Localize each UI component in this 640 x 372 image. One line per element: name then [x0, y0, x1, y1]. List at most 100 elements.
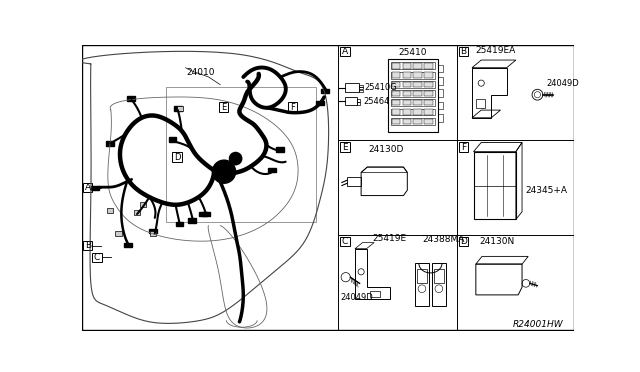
- Bar: [177, 106, 183, 111]
- Bar: [392, 100, 401, 106]
- Text: 25410G: 25410G: [364, 83, 397, 92]
- Bar: [391, 109, 435, 115]
- Bar: [424, 81, 433, 87]
- Bar: [340, 47, 349, 56]
- Bar: [438, 65, 443, 73]
- Bar: [459, 237, 468, 246]
- Bar: [403, 73, 411, 78]
- Bar: [371, 291, 380, 297]
- Bar: [413, 63, 422, 68]
- Bar: [127, 96, 135, 101]
- Bar: [438, 102, 443, 109]
- Text: E: E: [221, 103, 226, 112]
- Bar: [403, 81, 411, 87]
- Bar: [438, 89, 443, 97]
- Text: 24049D: 24049D: [340, 293, 373, 302]
- Bar: [83, 241, 92, 250]
- Bar: [202, 212, 210, 217]
- Bar: [413, 119, 422, 124]
- Text: 24388MA: 24388MA: [422, 235, 465, 244]
- Bar: [424, 73, 433, 78]
- Bar: [219, 102, 228, 112]
- Text: R24001HW: R24001HW: [513, 320, 563, 329]
- Circle shape: [230, 153, 242, 165]
- Text: C: C: [342, 237, 348, 246]
- Bar: [424, 109, 433, 115]
- Bar: [474, 152, 516, 219]
- Text: D: D: [174, 153, 180, 161]
- Bar: [340, 142, 349, 152]
- Bar: [83, 183, 92, 192]
- Bar: [392, 81, 401, 87]
- Bar: [424, 63, 433, 68]
- Bar: [435, 269, 444, 283]
- Bar: [413, 109, 422, 115]
- Bar: [348, 177, 361, 186]
- Circle shape: [212, 160, 236, 183]
- Bar: [175, 222, 183, 226]
- Bar: [403, 91, 411, 96]
- Bar: [321, 89, 329, 93]
- Bar: [340, 237, 349, 246]
- Bar: [316, 101, 324, 106]
- Bar: [357, 102, 360, 106]
- Bar: [432, 263, 446, 306]
- Text: 25464: 25464: [364, 97, 390, 106]
- Bar: [459, 142, 468, 152]
- Bar: [106, 141, 114, 145]
- Bar: [391, 81, 435, 88]
- Text: F: F: [461, 142, 466, 151]
- Text: E: E: [342, 142, 348, 151]
- Bar: [174, 106, 182, 111]
- Bar: [391, 71, 435, 78]
- Bar: [403, 119, 411, 124]
- Bar: [392, 109, 401, 115]
- Bar: [134, 210, 140, 215]
- Bar: [166, 87, 316, 222]
- Bar: [91, 186, 99, 190]
- Bar: [124, 243, 132, 247]
- Bar: [107, 208, 113, 212]
- Bar: [413, 91, 422, 96]
- Bar: [359, 90, 363, 92]
- Text: 25410: 25410: [399, 48, 427, 57]
- Bar: [276, 147, 284, 152]
- Bar: [359, 85, 363, 87]
- Bar: [268, 168, 276, 173]
- Bar: [392, 119, 401, 124]
- Bar: [188, 218, 196, 222]
- Text: 24010: 24010: [186, 68, 215, 77]
- Bar: [359, 87, 363, 89]
- Bar: [388, 58, 438, 132]
- Text: C: C: [94, 253, 100, 262]
- Text: 24130N: 24130N: [480, 237, 515, 246]
- Bar: [392, 91, 401, 96]
- Bar: [345, 83, 359, 92]
- Bar: [150, 231, 156, 235]
- Text: 24345+A: 24345+A: [525, 186, 567, 195]
- Text: A: A: [84, 183, 91, 192]
- Bar: [413, 100, 422, 106]
- Bar: [438, 77, 443, 85]
- Bar: [392, 73, 401, 78]
- Bar: [92, 253, 102, 262]
- Bar: [392, 63, 401, 68]
- Text: B: B: [460, 47, 467, 56]
- Bar: [391, 99, 435, 106]
- Bar: [345, 97, 357, 106]
- Bar: [357, 99, 360, 102]
- Text: F: F: [290, 103, 295, 112]
- Text: 25419E: 25419E: [372, 234, 406, 243]
- Bar: [413, 81, 422, 87]
- Bar: [476, 99, 485, 108]
- Bar: [403, 100, 411, 106]
- Bar: [140, 202, 147, 207]
- Bar: [424, 100, 433, 106]
- Bar: [417, 269, 427, 283]
- Bar: [391, 90, 435, 97]
- Bar: [115, 231, 122, 235]
- Text: A: A: [342, 47, 348, 56]
- Bar: [391, 62, 435, 69]
- Bar: [415, 263, 429, 306]
- Bar: [172, 153, 182, 162]
